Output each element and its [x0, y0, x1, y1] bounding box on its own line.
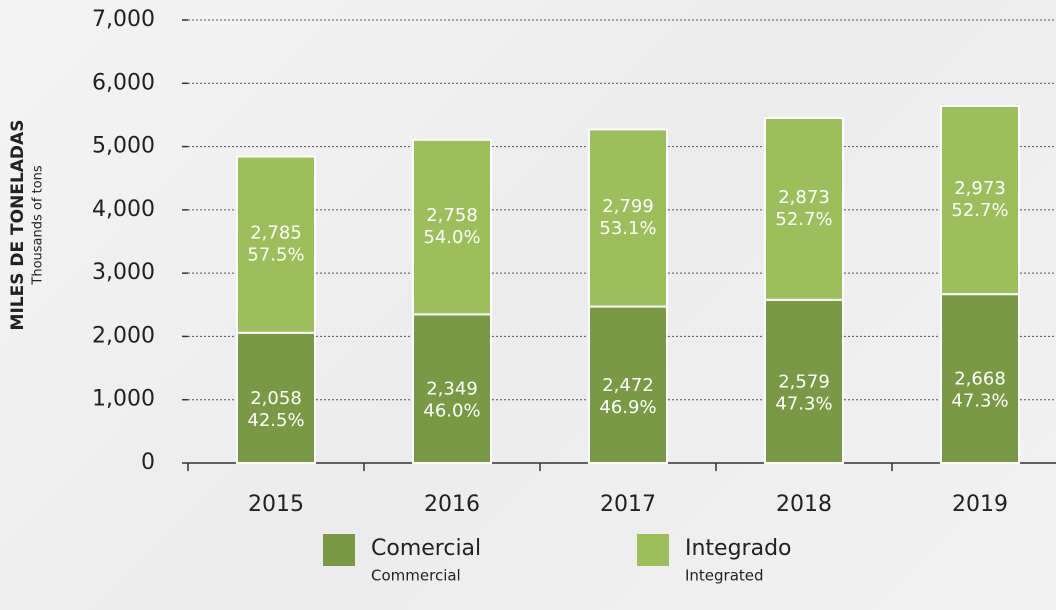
y-axis-label-en: Thousands of tons — [31, 165, 46, 285]
value-label: 2,349 — [426, 379, 478, 400]
value-label: 2,785 — [250, 223, 302, 244]
legend-swatch — [323, 534, 355, 566]
y-tick-label: 6,000 — [92, 70, 155, 95]
value-label: 2,758 — [426, 205, 478, 226]
value-label: 2,873 — [778, 187, 830, 208]
share-label: 52.7% — [951, 200, 1008, 221]
legend-label: Comercial — [371, 536, 481, 561]
legend-label: Integrado — [685, 536, 792, 561]
bar-segment — [236, 331, 316, 464]
y-tick-label: 3,000 — [92, 260, 155, 285]
value-label: 2,668 — [954, 369, 1006, 390]
share-label: 53.1% — [599, 218, 656, 239]
x-tick-label: 2017 — [600, 492, 656, 517]
x-tick-label: 2019 — [952, 492, 1008, 517]
share-label: 57.5% — [247, 245, 304, 266]
y-tick-label: 7,000 — [92, 7, 155, 32]
bar-segment — [764, 298, 844, 464]
bar-segment — [236, 155, 316, 334]
bar-segment — [588, 128, 668, 308]
y-tick-label: 5,000 — [92, 134, 155, 159]
legend-swatch — [637, 534, 669, 566]
bar-segment — [412, 313, 492, 464]
bar-segment — [588, 305, 668, 464]
legend-label-en: Commercial — [371, 567, 461, 585]
share-label: 54.0% — [423, 227, 480, 248]
value-label: 2,472 — [602, 375, 654, 396]
y-tick-label: 2,000 — [92, 323, 155, 348]
value-label: 2,973 — [954, 178, 1006, 199]
y-axis-label: MILES DE TONELADAS — [8, 120, 28, 331]
share-label: 47.3% — [951, 391, 1008, 412]
x-tick-label: 2016 — [424, 492, 480, 517]
bar-segment — [940, 293, 1020, 464]
share-label: 47.3% — [775, 393, 832, 414]
share-label: 46.0% — [423, 401, 480, 422]
x-tick-label: 2018 — [776, 492, 832, 517]
share-label: 46.9% — [599, 397, 656, 418]
value-label: 2,579 — [778, 371, 830, 392]
value-label: 2,799 — [602, 196, 654, 217]
bar-segment — [764, 116, 844, 301]
bar-segment — [412, 138, 492, 316]
bar-segment — [940, 105, 1020, 296]
value-label: 2,058 — [250, 388, 302, 409]
legend-label-en: Integrated — [685, 567, 764, 585]
share-label: 52.7% — [775, 209, 832, 230]
x-tick-label: 2015 — [248, 492, 304, 517]
y-tick-label: 0 — [141, 450, 155, 475]
share-label: 42.5% — [247, 410, 304, 431]
y-tick-label: 4,000 — [92, 197, 155, 222]
y-tick-label: 1,000 — [92, 387, 155, 412]
